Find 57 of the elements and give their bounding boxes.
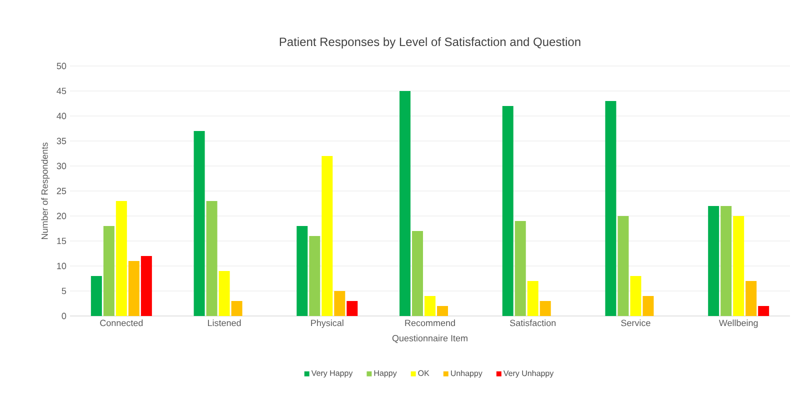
bar bbox=[708, 206, 720, 316]
legend-label: Happy bbox=[374, 370, 397, 378]
bar bbox=[309, 236, 320, 316]
bar bbox=[400, 91, 411, 316]
bar bbox=[103, 226, 114, 316]
x-tick-label: Physical bbox=[311, 320, 344, 328]
bar bbox=[194, 131, 205, 316]
bar bbox=[514, 221, 526, 316]
bar bbox=[206, 201, 218, 316]
bar bbox=[231, 301, 242, 316]
y-tick-label: 15 bbox=[57, 238, 66, 244]
bar bbox=[733, 216, 744, 316]
legend-label: OK bbox=[418, 370, 430, 376]
x-tick-label: Connected bbox=[100, 320, 143, 326]
x-tick-label: Wellbeing bbox=[718, 320, 758, 328]
y-tick-label: 5 bbox=[62, 288, 66, 294]
x-tick-label: Satisfaction bbox=[510, 320, 556, 326]
bar bbox=[346, 301, 358, 316]
bar bbox=[642, 296, 654, 316]
y-tick-label: 30 bbox=[56, 162, 66, 170]
bar bbox=[90, 276, 102, 316]
chart-title: Patient Responses by Level of Satisfaction and Question bbox=[280, 37, 580, 48]
bar bbox=[502, 106, 514, 316]
x-tick-label: Recommend bbox=[405, 320, 455, 326]
y-tick-label: 20 bbox=[56, 212, 66, 220]
y-axis-title: Number of Respondents bbox=[41, 142, 50, 240]
bar bbox=[630, 276, 642, 316]
bar bbox=[424, 296, 436, 316]
bar bbox=[720, 206, 732, 316]
y-tick-label: 10 bbox=[57, 262, 66, 270]
y-tick-label: 40 bbox=[56, 112, 66, 120]
y-tick-label: 0 bbox=[62, 312, 66, 320]
bar bbox=[412, 231, 424, 316]
legend-label: Very Unhappy bbox=[503, 370, 554, 378]
y-tick-label: 35 bbox=[56, 138, 66, 144]
bar bbox=[605, 101, 616, 316]
x-axis-title: Questionnaire Item bbox=[392, 334, 468, 344]
bar bbox=[296, 226, 308, 316]
x-tick-label: Listened bbox=[208, 320, 241, 326]
x-tick-label: Service bbox=[621, 320, 650, 326]
y-tick-label: 45 bbox=[56, 88, 66, 94]
bar bbox=[746, 281, 757, 316]
legend-label: Very Happy bbox=[311, 370, 353, 378]
bar bbox=[758, 306, 770, 316]
y-tick-label: 50 bbox=[56, 62, 66, 70]
bar bbox=[116, 201, 127, 316]
bar bbox=[437, 306, 448, 316]
bar bbox=[322, 156, 333, 316]
y-tick-label: 25 bbox=[56, 188, 66, 194]
bar bbox=[128, 261, 140, 316]
bar bbox=[218, 271, 230, 316]
bar bbox=[334, 291, 346, 316]
bar bbox=[140, 256, 152, 316]
legend-label: Unhappy bbox=[450, 370, 482, 378]
bar bbox=[618, 216, 629, 316]
bar bbox=[527, 281, 538, 316]
bar bbox=[540, 301, 551, 316]
